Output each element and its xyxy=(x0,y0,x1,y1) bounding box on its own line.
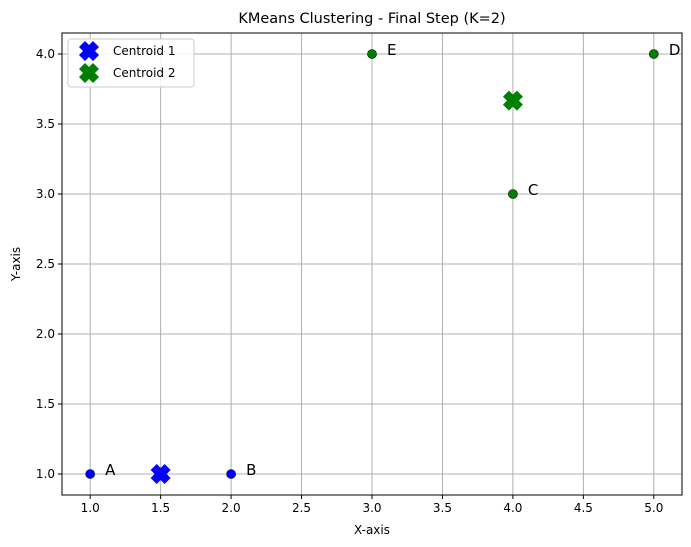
x-tick-label: 2.0 xyxy=(222,501,241,515)
y-tick-label: 1.5 xyxy=(36,397,55,411)
x-tick-label: 4.5 xyxy=(574,501,593,515)
x-tick-label: 3.5 xyxy=(433,501,452,515)
data-point xyxy=(508,189,518,199)
legend-marker xyxy=(79,63,99,83)
legend-box xyxy=(67,38,195,88)
data-point xyxy=(85,469,95,479)
chart-title: KMeans Clustering - Final Step (K=2) xyxy=(238,11,505,27)
data-marks: A B C D E xyxy=(85,41,681,484)
axis-ticks: 1.0 1.5 2.0 2.5 3.0 3.5 4.0 4.5 5.0 1.0 1.5 2.0 2.5 3… xyxy=(36,47,663,515)
legend-label: Centroid 1 xyxy=(113,44,175,58)
x-tick-label: 3.0 xyxy=(362,501,381,515)
data-point xyxy=(367,49,377,59)
y-tick-label: 4.0 xyxy=(36,47,55,61)
legend-marker xyxy=(79,41,99,61)
point-label: D xyxy=(669,41,681,59)
y-tick-label: 3.0 xyxy=(36,187,55,201)
y-tick-label: 3.5 xyxy=(36,117,55,131)
x-axis-label: X-axis xyxy=(354,523,390,537)
y-tick-label: 1.0 xyxy=(36,467,55,481)
x-tick-label: 5.0 xyxy=(644,501,663,515)
x-tick-label: 2.5 xyxy=(292,501,311,515)
centroid-marker xyxy=(502,90,523,111)
point-label: E xyxy=(387,41,396,59)
x-tick-label: 4.0 xyxy=(503,501,522,515)
centroid-marker xyxy=(150,464,171,484)
grid xyxy=(62,33,682,495)
data-point xyxy=(649,49,659,59)
y-tick-label: 2.0 xyxy=(36,327,55,341)
point-label: B xyxy=(246,461,256,479)
x-tick-label: 1.5 xyxy=(151,501,170,515)
y-tick-label: 2.5 xyxy=(36,257,55,271)
legend: Centroid 1 Centroid 2 xyxy=(67,38,195,88)
point-label: C xyxy=(528,181,538,199)
data-point xyxy=(226,469,236,479)
point-label: A xyxy=(105,461,116,479)
y-axis-label: Y-axis xyxy=(9,247,23,282)
x-tick-label: 1.0 xyxy=(81,501,100,515)
legend-label: Centroid 2 xyxy=(113,66,175,80)
